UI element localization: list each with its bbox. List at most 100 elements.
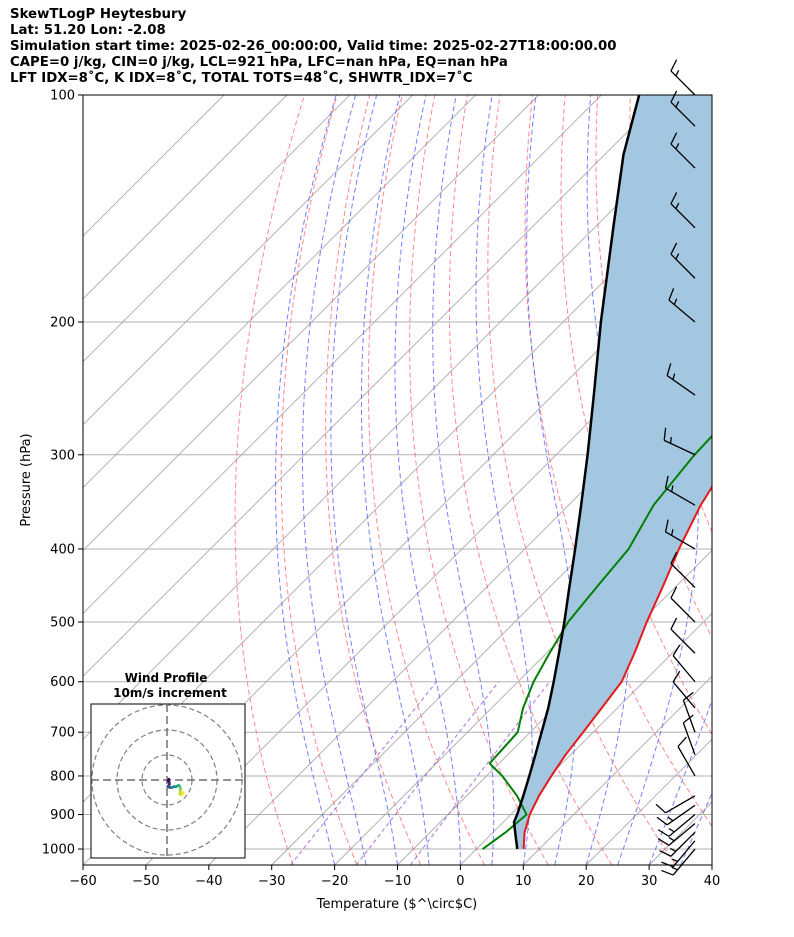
y-tick-label: 900	[50, 808, 75, 823]
isotherm	[83, 95, 539, 552]
barb-flag	[661, 861, 674, 868]
wind-barb	[657, 822, 696, 846]
mixing-ratio-line	[409, 681, 550, 865]
barb-flag	[670, 242, 678, 255]
wind-barb	[661, 840, 696, 868]
wind-barb	[657, 814, 696, 837]
wind-barb	[661, 848, 696, 876]
x-tick-label: −10	[384, 874, 411, 889]
barb-half-flag	[675, 101, 680, 108]
cin-shading	[514, 95, 712, 850]
wind-barb	[656, 804, 696, 826]
wind-barb	[670, 617, 696, 654]
barb-shaft	[670, 597, 696, 623]
barb-shaft	[672, 840, 696, 868]
y-tick-label: 300	[50, 448, 75, 463]
isotherm	[334, 486, 712, 865]
barb-flag	[657, 829, 670, 837]
isotherm	[83, 95, 225, 237]
wind-barb	[670, 551, 696, 588]
x-axis-label: Temperature ($^\circ$C)	[316, 897, 478, 912]
barb-flag	[659, 850, 672, 857]
barb-shaft	[682, 700, 696, 733]
dry-adiabat	[560, 95, 712, 736]
barb-half-flag	[670, 485, 674, 492]
barb-flag	[661, 869, 674, 876]
isotherm	[83, 109, 712, 740]
wind-barb	[672, 670, 696, 709]
wind-barb	[682, 691, 696, 733]
barb-shaft	[670, 628, 696, 654]
x-tick-label: 20	[578, 874, 595, 889]
barb-shaft	[670, 563, 696, 588]
moist-adiabat	[301, 95, 367, 865]
x-tick-label: −50	[132, 874, 159, 889]
barb-flag	[670, 586, 678, 599]
barb-shaft	[672, 655, 696, 683]
x-tick-label: 0	[456, 874, 464, 889]
wind-barb	[682, 714, 696, 756]
barb-flag	[670, 617, 678, 630]
barb-shaft	[670, 831, 696, 857]
isotherm	[522, 675, 712, 865]
barb-shaft	[668, 299, 696, 323]
barb-flag	[656, 816, 668, 826]
barb-shaft	[665, 531, 696, 550]
moist-adiabat	[432, 95, 495, 865]
y-tick-label: 400	[50, 542, 75, 557]
wind-barb	[670, 90, 696, 127]
y-tick-label: 1000	[42, 843, 75, 858]
isotherm	[711, 864, 712, 865]
barb-half-flag	[675, 253, 680, 260]
wind-barb	[670, 59, 696, 96]
barb-shaft	[665, 487, 696, 506]
x-tick-label: 10	[515, 874, 532, 889]
barb-half-flag	[670, 529, 674, 536]
barb-half-flag	[675, 202, 680, 209]
barb-half-flag	[667, 816, 674, 822]
y-axis-label: Pressure (hPa)	[19, 433, 34, 526]
mixing-ratio-line	[290, 681, 437, 865]
isotherm	[83, 95, 351, 363]
barb-flag	[677, 736, 687, 747]
chart-title: SkewTLogP Heytesbury	[10, 7, 187, 22]
moist-adiabat	[475, 95, 533, 865]
moist-adiabat	[648, 698, 712, 865]
barb-shaft	[666, 375, 696, 396]
barb-shaft	[677, 746, 696, 777]
isotherm	[145, 298, 712, 865]
barb-shaft	[672, 848, 696, 876]
barb-flag	[672, 670, 681, 683]
isotherm	[271, 424, 712, 865]
isotherm	[83, 95, 602, 615]
wind-barb	[672, 644, 696, 683]
moist-adiabat	[330, 95, 398, 865]
dry-adiabat	[487, 95, 677, 865]
barb-half-flag	[675, 69, 680, 77]
barb-flag	[670, 551, 678, 564]
barb-shaft	[670, 203, 696, 229]
barb-flag	[670, 90, 678, 103]
barb-shaft	[665, 795, 696, 814]
wind-barb	[664, 519, 696, 550]
wind-barb	[666, 363, 696, 396]
axes: −60 −50 −40 −30 −20 −10 0 10 20 30 40 100 200 300 400 5…	[42, 89, 720, 890]
barb-shaft	[668, 814, 696, 837]
y-tick-label: 100	[50, 89, 75, 104]
dry-adiabat	[595, 95, 712, 639]
barb-shaft	[672, 681, 696, 709]
barb-half-flag	[668, 828, 675, 833]
dry-adiabat	[367, 95, 485, 865]
barb-flag	[668, 288, 675, 301]
barb-flag	[682, 691, 694, 701]
mixing-ratio-line	[355, 681, 500, 865]
hodograph-plot	[91, 704, 245, 858]
hodograph-title: Wind Profile	[125, 671, 208, 685]
barb-shaft	[670, 143, 696, 169]
wind-barbs	[655, 59, 696, 876]
moist-adiabat	[394, 95, 461, 865]
barb-half-flag	[668, 836, 675, 842]
wind-barb	[670, 132, 696, 169]
dry-adiabat	[524, 95, 712, 828]
